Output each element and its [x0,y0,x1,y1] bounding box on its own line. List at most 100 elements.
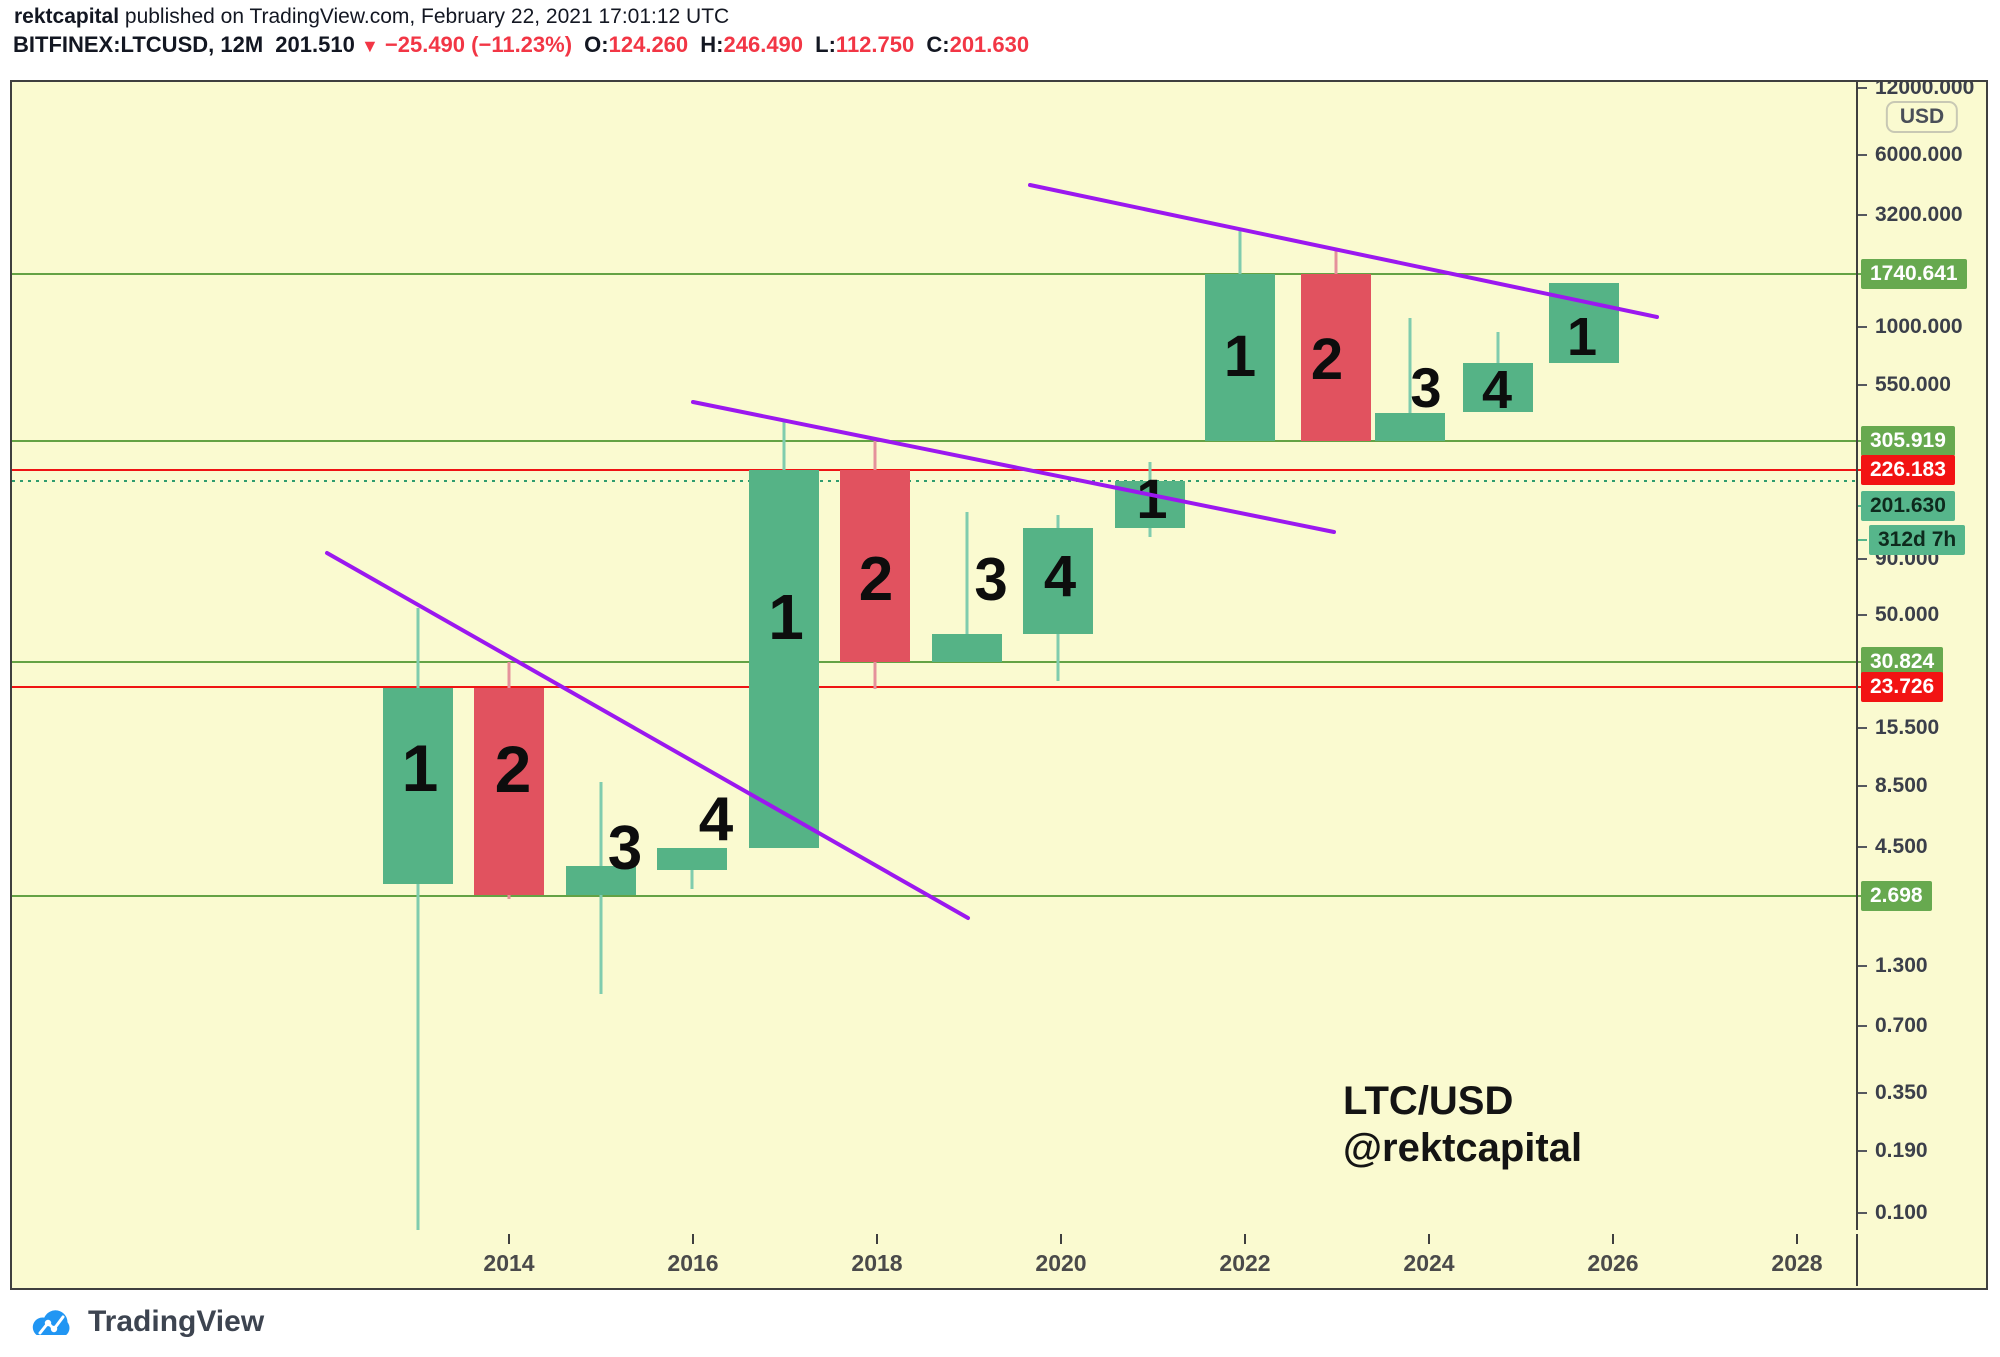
price-tick-dash [1858,1091,1867,1094]
price-tick-dash [1858,326,1867,329]
currency-badge[interactable]: USD [1885,101,1959,133]
open-value: 124.260 [608,32,689,57]
cycle-phase-label-2015: 3 [607,814,643,884]
time-tick-label-2022: 2022 [1219,1250,1271,1276]
candle-lower-wick-2018 [873,661,877,690]
cycle-phase-label-2022: 1 [1223,324,1257,390]
time-tick-label-2020: 2020 [1035,1250,1087,1276]
horizontal-level-line [12,439,1856,442]
candle-2017 [749,470,819,848]
cycle-phase-label-2025: 4 [1481,359,1513,420]
chart-watermark: LTC/USD @rektcapital [1343,1078,1582,1172]
candle-2019 [932,634,1002,662]
tradingview-cloud-icon [32,1310,70,1335]
candle-upper-wick-2014 [507,661,511,689]
candle-2024-projected [1375,413,1445,441]
price-tick-dash [1858,784,1867,787]
cycle-phase-label-2018: 2 [858,544,894,614]
candle-2025-projected [1463,363,1533,413]
price-tick-dash [1858,1150,1867,1153]
price-tick-dash [1858,383,1867,386]
price-tick-label: 0.700 [1875,1013,1928,1037]
time-axis-divider [1856,1234,1858,1286]
price-tick-label: 0.190 [1875,1139,1928,1163]
candle-upper-wick-2018 [873,440,877,471]
time-tick-label-2026: 2026 [1587,1250,1639,1276]
low-label: L: [815,32,836,57]
price-tick-label: 15.500 [1875,715,1940,739]
price-badge-dash [1858,539,1867,541]
candle-lower-wick-2015 [599,895,603,995]
close-value: 201.630 [949,32,1030,57]
price-tick-dash [1858,614,1867,617]
price-tick-label: 550.000 [1875,372,1951,396]
price-tick-dash [1858,726,1867,729]
candle-upper-wick-2023 [1334,248,1338,274]
cycle-phase-label-2024: 3 [1410,356,1442,419]
time-tick-label-2024: 2024 [1403,1250,1455,1276]
candle-upper-wick-2022 [1238,229,1242,274]
time-tick-label-2028: 2028 [1771,1250,1823,1276]
candle-upper-wick-2019 [965,512,969,635]
price-axis[interactable]: USD 12000.000 6000.000 3200.000 1000.000 550… [1858,82,1986,1230]
price-tick-label: 1000.000 [1875,315,1963,339]
price-tick-dash [1858,1024,1867,1027]
price-tick-label: 1.300 [1875,954,1928,978]
price-badge-2698: 2.698 [1861,881,1932,912]
cycle-phase-label-2026: 1 [1566,306,1598,367]
price-change: −25.490 (−11.23%) [384,32,573,57]
price-badge-305919: 305.919 [1861,425,1955,456]
price-tick-label: 0.100 [1875,1201,1928,1225]
price-tick-label: 4.500 [1875,834,1928,858]
price-tick-dash [1858,1212,1867,1215]
time-tick [1244,1234,1246,1244]
candle-upper-wick-2013 [416,607,420,689]
time-tick-label-2016: 2016 [667,1250,719,1276]
cycle-phase-label-2023: 2 [1310,327,1344,393]
publisher-name: rektcapital [14,5,120,28]
current-price-line [12,480,1856,483]
cycle-phase-label-2013: 1 [401,731,439,806]
price-badge-30824: 30.824 [1861,646,1944,677]
time-tick-label-2018: 2018 [851,1250,903,1276]
price-tick-label: 0.350 [1875,1080,1928,1104]
time-tick [1796,1234,1798,1244]
price-badge-201630: 201.630 [1861,491,1955,521]
candle-2020 [1023,527,1093,635]
high-value: 246.490 [723,32,804,57]
open-label: O: [584,32,609,57]
close-label: C: [926,32,950,57]
candle-upper-wick-2024 [1408,317,1412,414]
cycle-phase-label-2019: 3 [974,545,1008,613]
price-tick-dash [1858,965,1867,968]
price-badge-226183: 226.183 [1861,455,1955,486]
time-axis[interactable]: 2014 2016 2018 2020 2022 2024 2026 2028 [10,1234,1988,1290]
time-tick [692,1234,694,1244]
time-tick [508,1234,510,1244]
time-tick [876,1234,878,1244]
time-tick [1060,1234,1062,1244]
down-triangle-icon: ▼ [360,36,379,56]
low-value: 112.750 [835,32,915,57]
cycle-phase-label-2017: 1 [768,580,804,653]
candle-upper-wick-2015 [599,782,603,866]
axis-divider [1856,82,1858,1230]
candle-upper-wick-2025 [1496,332,1500,363]
symbol-ohlc-line: BITFINEX:LTCUSD, 12M 201.510 ▼ −25.490 (… [13,32,1029,58]
price-tick-dash [1858,87,1867,89]
publish-info-text: published on TradingView.com, February 2… [119,5,730,28]
price-tick-dash [1858,557,1867,560]
cycle-phase-label-2021: 1 [1136,467,1168,531]
candle-lower-wick-2013 [416,884,420,1230]
price-tick-label: 12000.000 [1875,82,1975,99]
last-price: 201.510 [275,32,355,57]
horizontal-level-line [12,685,1856,688]
price-tick-dash [1858,214,1867,217]
price-tick-dash [1858,153,1867,156]
watermark-handle: @rektcapital [1343,1126,1583,1170]
tradingview-wordmark: TradingView [88,1305,265,1338]
candle-upper-wick-2017 [782,422,786,470]
tradingview-footer: TradingView [26,1303,264,1341]
time-tick [1428,1234,1430,1244]
